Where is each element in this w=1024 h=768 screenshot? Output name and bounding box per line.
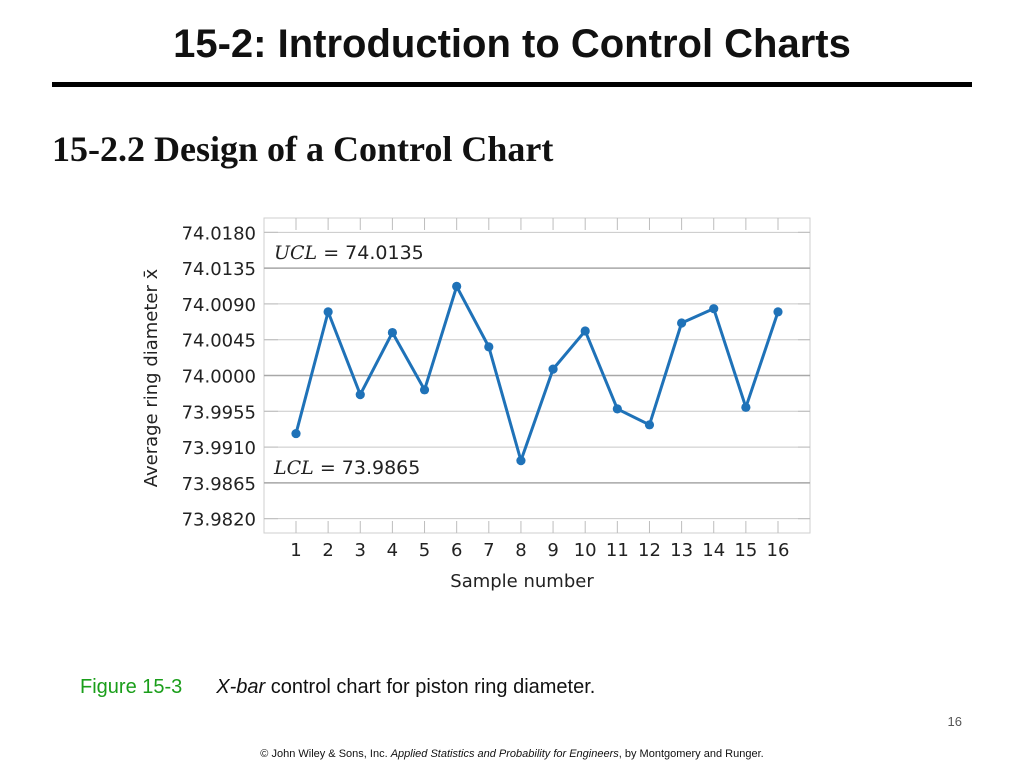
y-tick-label: 74.0045 (182, 331, 256, 352)
figure-label: Figure 15-3 (80, 676, 183, 698)
data-point (773, 307, 783, 317)
x-tick-label: 5 (419, 540, 430, 561)
y-tick-label: 73.9955 (182, 402, 256, 423)
data-point (452, 281, 462, 292)
y-tick-label: 74.0090 (182, 295, 256, 316)
data-point (644, 420, 655, 430)
y-tick-label: 73.9865 (182, 474, 256, 495)
y-tick-label: 73.9910 (182, 438, 256, 459)
series-line (294, 284, 780, 463)
x-tick-label: 14 (702, 540, 725, 561)
x-tick-label: 7 (483, 540, 494, 561)
x-tick-label: 4 (387, 540, 398, 561)
data-point (323, 307, 333, 317)
footer-prefix: © John Wiley & Sons, Inc. (260, 748, 391, 760)
control-label-name: UCL (274, 242, 317, 264)
data-point (677, 318, 687, 328)
title-divider (52, 82, 972, 87)
y-tick-label: 73.9820 (182, 510, 256, 531)
data-point (387, 327, 397, 338)
control-label-ucl: UCL = 74.0135 (274, 242, 424, 264)
x-tick-label: 3 (355, 540, 366, 561)
data-point (419, 385, 430, 395)
page-number: 16 (947, 714, 962, 729)
x-tick-label: 6 (451, 540, 462, 561)
x-tick-label: 1 (290, 540, 301, 561)
y-axis-label: Average ring diameter x̄ (141, 268, 162, 487)
data-point (741, 402, 751, 412)
x-tick-label: 2 (322, 540, 333, 561)
footer-book-title: Applied Statistics and Probability for E… (390, 748, 619, 760)
section-heading: 15-2.2 Design of a Control Chart (52, 129, 554, 169)
x-tick-label: 8 (515, 540, 526, 561)
y-tick-label: 74.0000 (182, 367, 256, 388)
y-tick-label: 74.0135 (182, 259, 256, 280)
data-point (516, 456, 526, 466)
x-tick-label: 9 (547, 540, 558, 561)
y-tick-label: 74.0180 (182, 223, 256, 244)
x-axis-label: Sample number (450, 571, 594, 592)
control-label-name: LCL (273, 457, 314, 479)
data-point (291, 428, 301, 439)
x-tick-label: 11 (606, 540, 629, 561)
x-tick-label: 10 (574, 540, 597, 561)
x-tick-label: 15 (734, 540, 757, 561)
data-point (484, 342, 494, 352)
x-tick-label: 13 (670, 540, 693, 561)
data-point (548, 364, 558, 374)
control-label-lcl: LCL = 73.9865 (273, 457, 420, 479)
figure-caption: Figure 15-3 X-bar control chart for pisto… (80, 676, 595, 699)
data-point (612, 404, 622, 414)
caption-italic: X-bar (216, 676, 266, 698)
x-tick-label: 16 (767, 540, 790, 561)
data-point (709, 304, 719, 314)
x-tick-label: 12 (638, 540, 661, 561)
slide-title: 15-2: Introduction to Control Charts (173, 22, 851, 66)
footer-credit: © John Wiley & Sons, Inc. Applied Statis… (0, 748, 1024, 760)
control-label-value: = 74.0135 (317, 242, 424, 264)
control-label-value: = 73.9865 (314, 457, 421, 479)
data-point (355, 389, 365, 400)
footer-suffix: , by Montgomery and Runger. (618, 748, 764, 760)
data-point (580, 326, 590, 336)
caption-text: control chart for piston ring diameter. (265, 676, 596, 698)
